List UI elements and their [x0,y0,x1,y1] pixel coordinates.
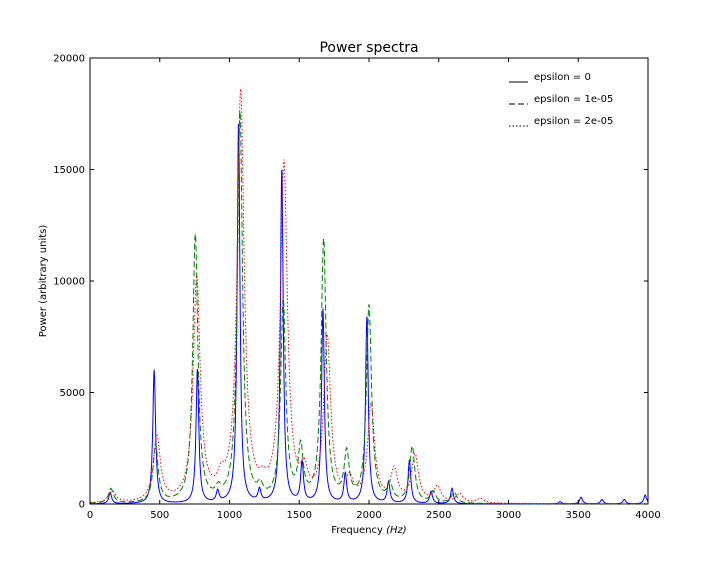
y-tick-label: 10000 [53,277,85,288]
x-tick-label: 2500 [426,510,451,521]
x-tick-label: 1000 [217,510,242,521]
x-tick-label: 3500 [566,510,591,521]
legend-label-0: epsilon = 0 [534,72,591,83]
series-layer [90,88,649,505]
x-axis-label: Frequency (Hz) [331,525,406,536]
x-tick-label: 1500 [287,510,312,521]
x-tick-label: 500 [150,510,169,521]
y-tick-label: 5000 [60,388,85,399]
series-line-1 [90,110,648,505]
ticks-layer: 0 500 1000 1500 2000 2500 3000 3500 4000 0 5000 100… [53,54,661,522]
legend: epsilon = 0 epsilon = 1e-05 epsilon = 2e-0… [509,72,613,127]
legend-label-2: epsilon = 2e-05 [534,116,613,127]
x-tick-label: 0 [87,510,93,521]
y-tick-label: 0 [79,500,85,511]
x-tick-label: 2000 [356,510,381,521]
series-line-2 [90,88,648,505]
y-tick-label: 15000 [53,165,85,176]
chart-title: Power spectra [319,40,418,56]
x-tick-label: 4000 [635,510,660,521]
y-axis-label: Power (arbitrary units) [38,225,49,338]
series-line-0 [90,123,649,505]
y-tick-label: 20000 [53,54,85,65]
x-tick-label: 3000 [496,510,521,521]
legend-label-1: epsilon = 1e-05 [534,94,613,105]
